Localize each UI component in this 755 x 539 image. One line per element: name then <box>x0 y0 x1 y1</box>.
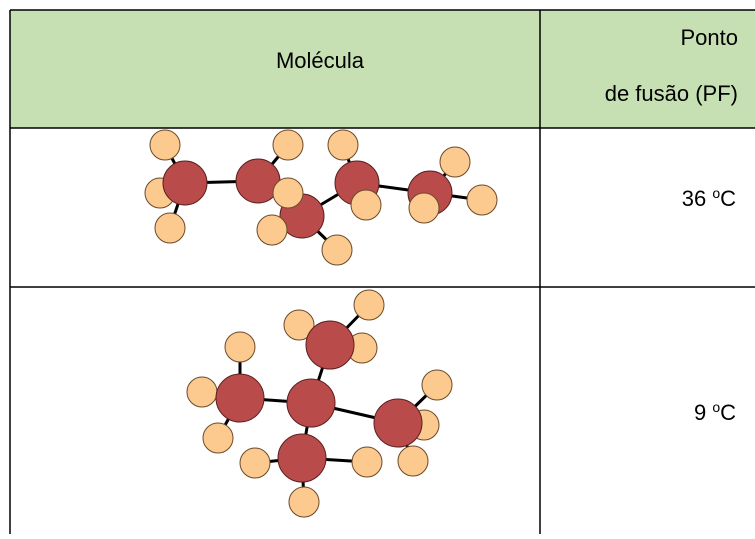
table-borders <box>9 9 755 534</box>
degree: o <box>712 185 720 201</box>
melting-point: 9 oC <box>694 399 736 425</box>
temp: 9 <box>694 400 706 425</box>
molecule-2 <box>186 289 453 518</box>
header-melting-point: de fusão (PF) <box>605 81 738 106</box>
header-melting-point: Ponto <box>681 25 739 50</box>
unit: C <box>720 400 736 425</box>
molecule-1 <box>144 129 498 266</box>
header-molecule: Molécula <box>276 48 365 73</box>
temp: 36 <box>682 186 706 211</box>
header-background <box>10 10 755 128</box>
unit: C <box>720 186 736 211</box>
degree: o <box>712 399 720 415</box>
melting-point: 36 oC <box>682 185 736 211</box>
